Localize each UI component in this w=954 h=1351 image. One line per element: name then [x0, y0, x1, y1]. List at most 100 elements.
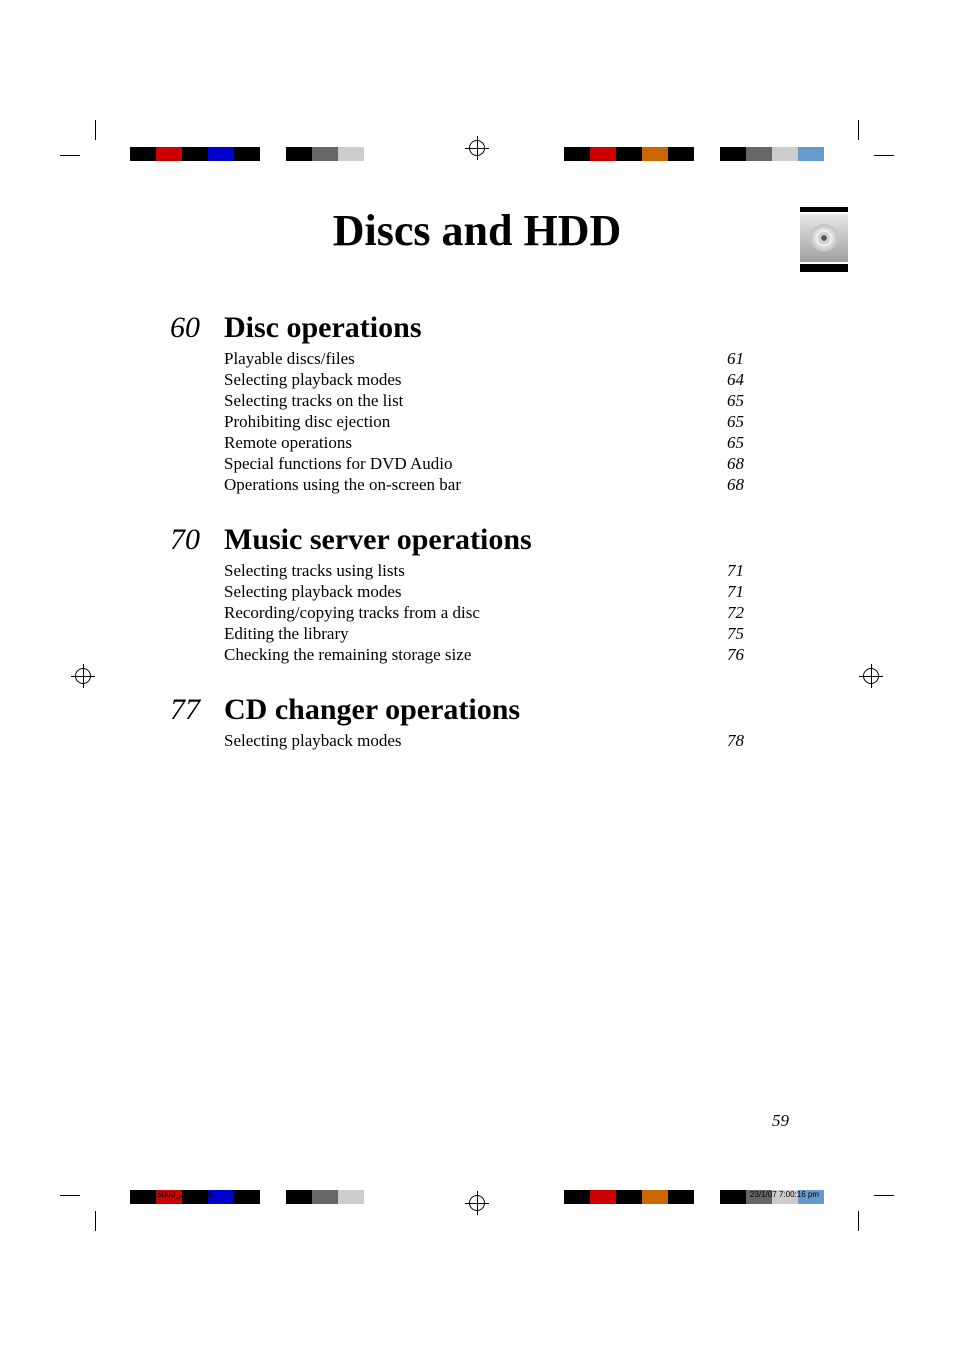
- toc-item: Prohibiting disc ejection65: [224, 412, 824, 432]
- toc-section: 60Disc operationsPlayable discs/files61S…: [130, 311, 824, 495]
- crop-mark-tr: [839, 145, 869, 175]
- toc-item: Selecting playback modes78: [224, 731, 824, 751]
- toc-item: Special functions for DVD Audio68: [224, 454, 824, 474]
- toc-item-page: 71: [694, 561, 744, 581]
- color-swatch: [338, 1190, 364, 1204]
- color-swatch: [234, 1190, 260, 1204]
- color-swatch: [312, 147, 338, 161]
- toc-item: Operations using the on-screen bar68: [224, 475, 824, 495]
- toc-item-label: Selecting playback modes: [224, 731, 694, 751]
- tab-upper-line: [800, 207, 848, 212]
- color-swatch: [260, 1190, 286, 1204]
- section-title: Disc operations: [224, 311, 422, 345]
- color-swatch: [564, 1190, 590, 1204]
- toc-item-label: Selecting playback modes: [224, 582, 694, 602]
- toc-item-label: Selecting playback modes: [224, 370, 694, 390]
- toc-item-label: Playable discs/files: [224, 349, 694, 369]
- sections-container: 60Disc operationsPlayable discs/files61S…: [130, 311, 824, 751]
- color-bar-tr: [564, 147, 824, 161]
- color-swatch: [260, 147, 286, 161]
- toc-item: Selecting playback modes71: [224, 582, 824, 602]
- color-swatch: [286, 1190, 312, 1204]
- toc-item-label: Remote operations: [224, 433, 694, 453]
- toc-item-label: Selecting tracks on the list: [224, 391, 694, 411]
- disc-icon: [810, 224, 838, 252]
- side-tab: [800, 207, 848, 279]
- color-swatch: [364, 147, 390, 161]
- color-swatch: [616, 147, 642, 161]
- section-header: 60 Disc operations: [130, 311, 824, 345]
- toc-item: Editing the library75: [224, 624, 824, 644]
- toc-item-page: 65: [694, 391, 744, 411]
- section-page-number: 60: [130, 311, 200, 345]
- toc-section: 77 CD changer operations Selecting playbac…: [130, 693, 824, 751]
- section-header: 77 CD changer operations: [130, 693, 824, 727]
- color-swatch: [772, 147, 798, 161]
- color-swatch: [234, 147, 260, 161]
- toc-item-page: 65: [694, 433, 744, 453]
- color-swatch: [694, 147, 720, 161]
- toc-item: Checking the remaining storage size76: [224, 645, 824, 665]
- color-swatch: [720, 1190, 746, 1204]
- toc-item-label: Editing the library: [224, 624, 694, 644]
- tab-middle: [800, 214, 848, 262]
- color-swatch: [616, 1190, 642, 1204]
- color-swatch: [668, 1190, 694, 1204]
- toc-item-page: 65: [694, 412, 744, 432]
- color-swatch: [590, 147, 616, 161]
- color-swatch: [798, 147, 824, 161]
- toc-item-page: 78: [694, 731, 744, 751]
- color-swatch: [156, 147, 182, 161]
- color-swatch: [720, 147, 746, 161]
- color-swatch: [590, 1190, 616, 1204]
- page-content: Discs and HDD 60 Disc operations Playable …: [130, 195, 824, 1156]
- color-swatch: [746, 147, 772, 161]
- color-swatch: [642, 1190, 668, 1204]
- color-swatch: [694, 1190, 720, 1204]
- toc-item-page: 68: [694, 475, 744, 495]
- section-title: CD changer operations: [224, 693, 520, 727]
- toc-item: Selecting playback modes64: [224, 370, 824, 390]
- tab-lower-line: [800, 264, 848, 272]
- color-swatch: [286, 147, 312, 161]
- toc-item: Remote operations65: [224, 433, 824, 453]
- toc-item-label: Checking the remaining storage size: [224, 645, 694, 665]
- color-swatch: [564, 147, 590, 161]
- footer-right: 23/1/07 7:00:16 pm: [750, 1190, 819, 1199]
- color-swatch: [338, 147, 364, 161]
- toc-item-label: Operations using the on-screen bar: [224, 475, 694, 495]
- section-page-number: 70: [130, 523, 200, 557]
- crop-mark-bl: [85, 1176, 115, 1206]
- toc-item-page: 72: [694, 603, 744, 623]
- toc-item-page: 71: [694, 582, 744, 602]
- color-swatch: [208, 147, 234, 161]
- section-page-number: 77: [130, 693, 200, 727]
- toc-item: Selecting tracks on the list65: [224, 391, 824, 411]
- section-title: Music server operations: [224, 523, 532, 557]
- page-title: Discs and HDD: [130, 205, 824, 256]
- color-bar-tl: [130, 147, 390, 161]
- color-swatch: [182, 147, 208, 161]
- toc-item-page: 76: [694, 645, 744, 665]
- color-swatch: [364, 1190, 390, 1204]
- page-number: 59: [772, 1111, 789, 1131]
- toc-item-label: Prohibiting disc ejection: [224, 412, 694, 432]
- toc-item-label: Recording/copying tracks from a disc: [224, 603, 694, 623]
- crop-mark-tl: [85, 145, 115, 175]
- registration-mark-top: [469, 140, 485, 156]
- color-swatch: [668, 147, 694, 161]
- toc-item-page: 75: [694, 624, 744, 644]
- toc-item-label: Special functions for DVD Audio: [224, 454, 694, 474]
- registration-mark-bottom: [469, 1195, 485, 1211]
- toc-item: Recording/copying tracks from a disc72: [224, 603, 824, 623]
- color-swatch: [642, 147, 668, 161]
- toc-section: 70Music server operationsSelecting track…: [130, 523, 824, 665]
- section-header: 70 Music server operations: [130, 523, 824, 557]
- registration-mark-right: [863, 668, 879, 684]
- toc-item: Playable discs/files61: [224, 349, 824, 369]
- footer-left: KDNX5000_J.indb 59: [135, 1190, 212, 1199]
- registration-mark-left: [75, 668, 91, 684]
- toc-item-page: 61: [694, 349, 744, 369]
- toc-item-page: 68: [694, 454, 744, 474]
- toc-item-page: 64: [694, 370, 744, 390]
